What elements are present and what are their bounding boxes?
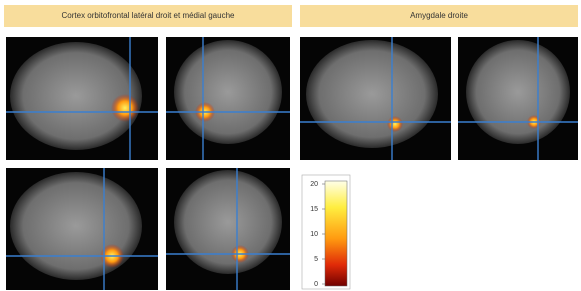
mri-sagittal [300,37,451,160]
mri-sagittal [6,168,158,290]
colorbar: 0 5 10 15 20 [302,175,350,289]
mri-coronal [166,37,290,160]
header: Amygdale droite [410,11,468,20]
colorbar-tick-label: 20 [310,181,318,188]
colorbar-tick-label: 15 [310,206,318,213]
colorbar-tick-label: 0 [314,281,318,288]
header: Cortex orbitofrontal latéral droit et mé… [62,11,236,20]
colorbar-tick-label: 5 [314,256,318,263]
mri-coronal [458,37,578,160]
colorbar-tick-label: 10 [310,231,318,238]
figure: Cortex orbitofrontal latéral droit et mé… [0,0,581,291]
mri-sagittal [6,37,158,160]
mri-coronal [166,168,290,290]
